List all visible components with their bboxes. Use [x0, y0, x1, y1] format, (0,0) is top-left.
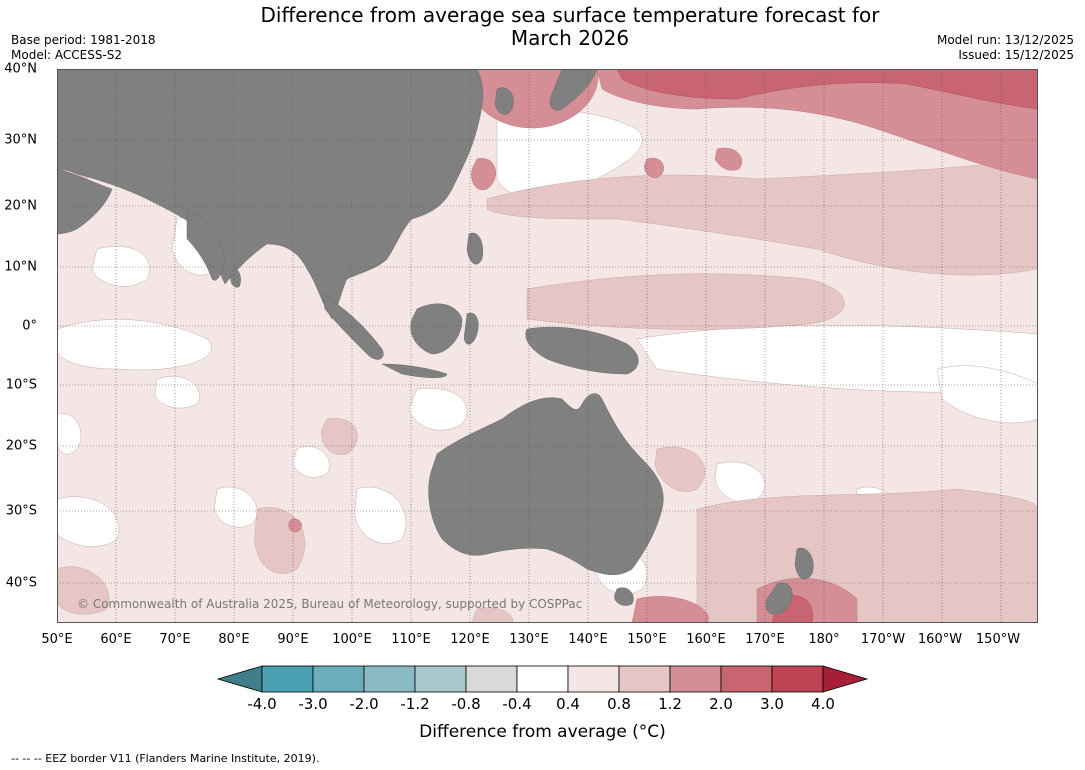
colorbar-label: 2.0 [709, 695, 733, 713]
lon-label-160w: 160°W [917, 632, 963, 647]
colorbar-segment [618, 665, 671, 693]
model-run-text: Model run: 13/12/2025 [936, 33, 1074, 47]
lat-label-10n: 10°N [4, 259, 37, 275]
meta-left: Base period: 1981-2018 Model: ACCESS-S2 [11, 33, 156, 63]
issued-text: Issued: 15/12/2025 [958, 48, 1074, 62]
map-frame [57, 69, 1038, 623]
lon-label-130e: 130°E [509, 632, 549, 647]
colorbar-label: 0.8 [607, 695, 631, 713]
lon-label-170e: 170°E [745, 632, 785, 647]
colorbar-segment [516, 665, 569, 693]
lon-label-120e: 120°E [450, 632, 490, 647]
lat-label-20n: 20°N [4, 198, 37, 214]
colorbar-segment [720, 665, 773, 693]
model-text: Model: ACCESS-S2 [11, 48, 123, 62]
colorbar-segment [312, 665, 365, 693]
colorbar-label: -4.0 [247, 695, 277, 713]
lat-label-10s: 10°S [5, 377, 37, 393]
map-title: Difference from average sea surface temp… [0, 4, 1085, 50]
lon-label-170w: 170°W [860, 632, 906, 647]
colorbar-segment [669, 665, 722, 693]
lon-label-150w: 150°W [975, 632, 1021, 647]
colorbar-segments [216, 665, 869, 693]
colorbar-label: -3.0 [298, 695, 328, 713]
land-masses [57, 69, 814, 615]
colorbar-segment [363, 665, 416, 693]
colorbar-label: 3.0 [760, 695, 784, 713]
base-period-text: Base period: 1981-2018 [11, 33, 156, 47]
lon-label-180: 180° [808, 632, 840, 647]
map-canvas [57, 69, 1038, 623]
colorbar-label: 1.2 [658, 695, 682, 713]
title-line-1: Difference from average sea surface temp… [260, 3, 880, 27]
lon-label-140e: 140°E [568, 632, 608, 647]
lon-label-150e: 150°E [627, 632, 667, 647]
lat-label-20s: 20°S [5, 438, 37, 454]
colorbar-segment [771, 665, 824, 693]
lat-label-30s: 30°S [5, 503, 37, 519]
colorbar-segment [465, 665, 518, 693]
footer-note: -- -- -- EEZ border V11 (Flanders Marine… [11, 752, 320, 765]
colorbar-label: -0.4 [502, 695, 532, 713]
lat-label-30n: 30°N [4, 132, 37, 148]
colorbar-segment [567, 665, 620, 693]
lat-label-0: 0° [22, 318, 37, 334]
lon-label-100e: 100°E [332, 632, 372, 647]
colorbar-label: -2.0 [349, 695, 379, 713]
lon-label-70e: 70°E [159, 632, 191, 647]
lon-label-160e: 160°E [686, 632, 726, 647]
copyright-text: © Commonwealth of Australia 2025, Bureau… [77, 597, 583, 611]
colorbar-arrow-max [822, 665, 869, 693]
meta-right: Model run: 13/12/2025 Issued: 15/12/2025 [937, 33, 1074, 63]
colorbar-label: -0.8 [451, 695, 481, 713]
lon-label-50e: 50°E [41, 632, 73, 647]
lon-label-90e: 90°E [277, 632, 309, 647]
lon-label-80e: 80°E [218, 632, 250, 647]
sst-anomaly-map: © Commonwealth of Australia 2025, Bureau… [57, 69, 1038, 623]
lat-label-40n: 40°N [4, 61, 37, 77]
lat-label-40s: 40°S [5, 575, 37, 591]
colorbar-segment [261, 665, 314, 693]
title-line-2: March 2026 [510, 26, 630, 50]
graticule [57, 69, 1038, 623]
colorbar-label: 4.0 [811, 695, 835, 713]
colorbar-title: Difference from average (°C) [419, 722, 666, 742]
colorbar-label: 0.4 [556, 695, 580, 713]
near-average-zones [57, 108, 1038, 595]
colorbar-label: -1.2 [400, 695, 430, 713]
lon-label-60e: 60°E [100, 632, 132, 647]
colorbar-arrow-min [216, 665, 263, 693]
lon-label-110e: 110°E [391, 632, 431, 647]
colorbar-segment [414, 665, 467, 693]
